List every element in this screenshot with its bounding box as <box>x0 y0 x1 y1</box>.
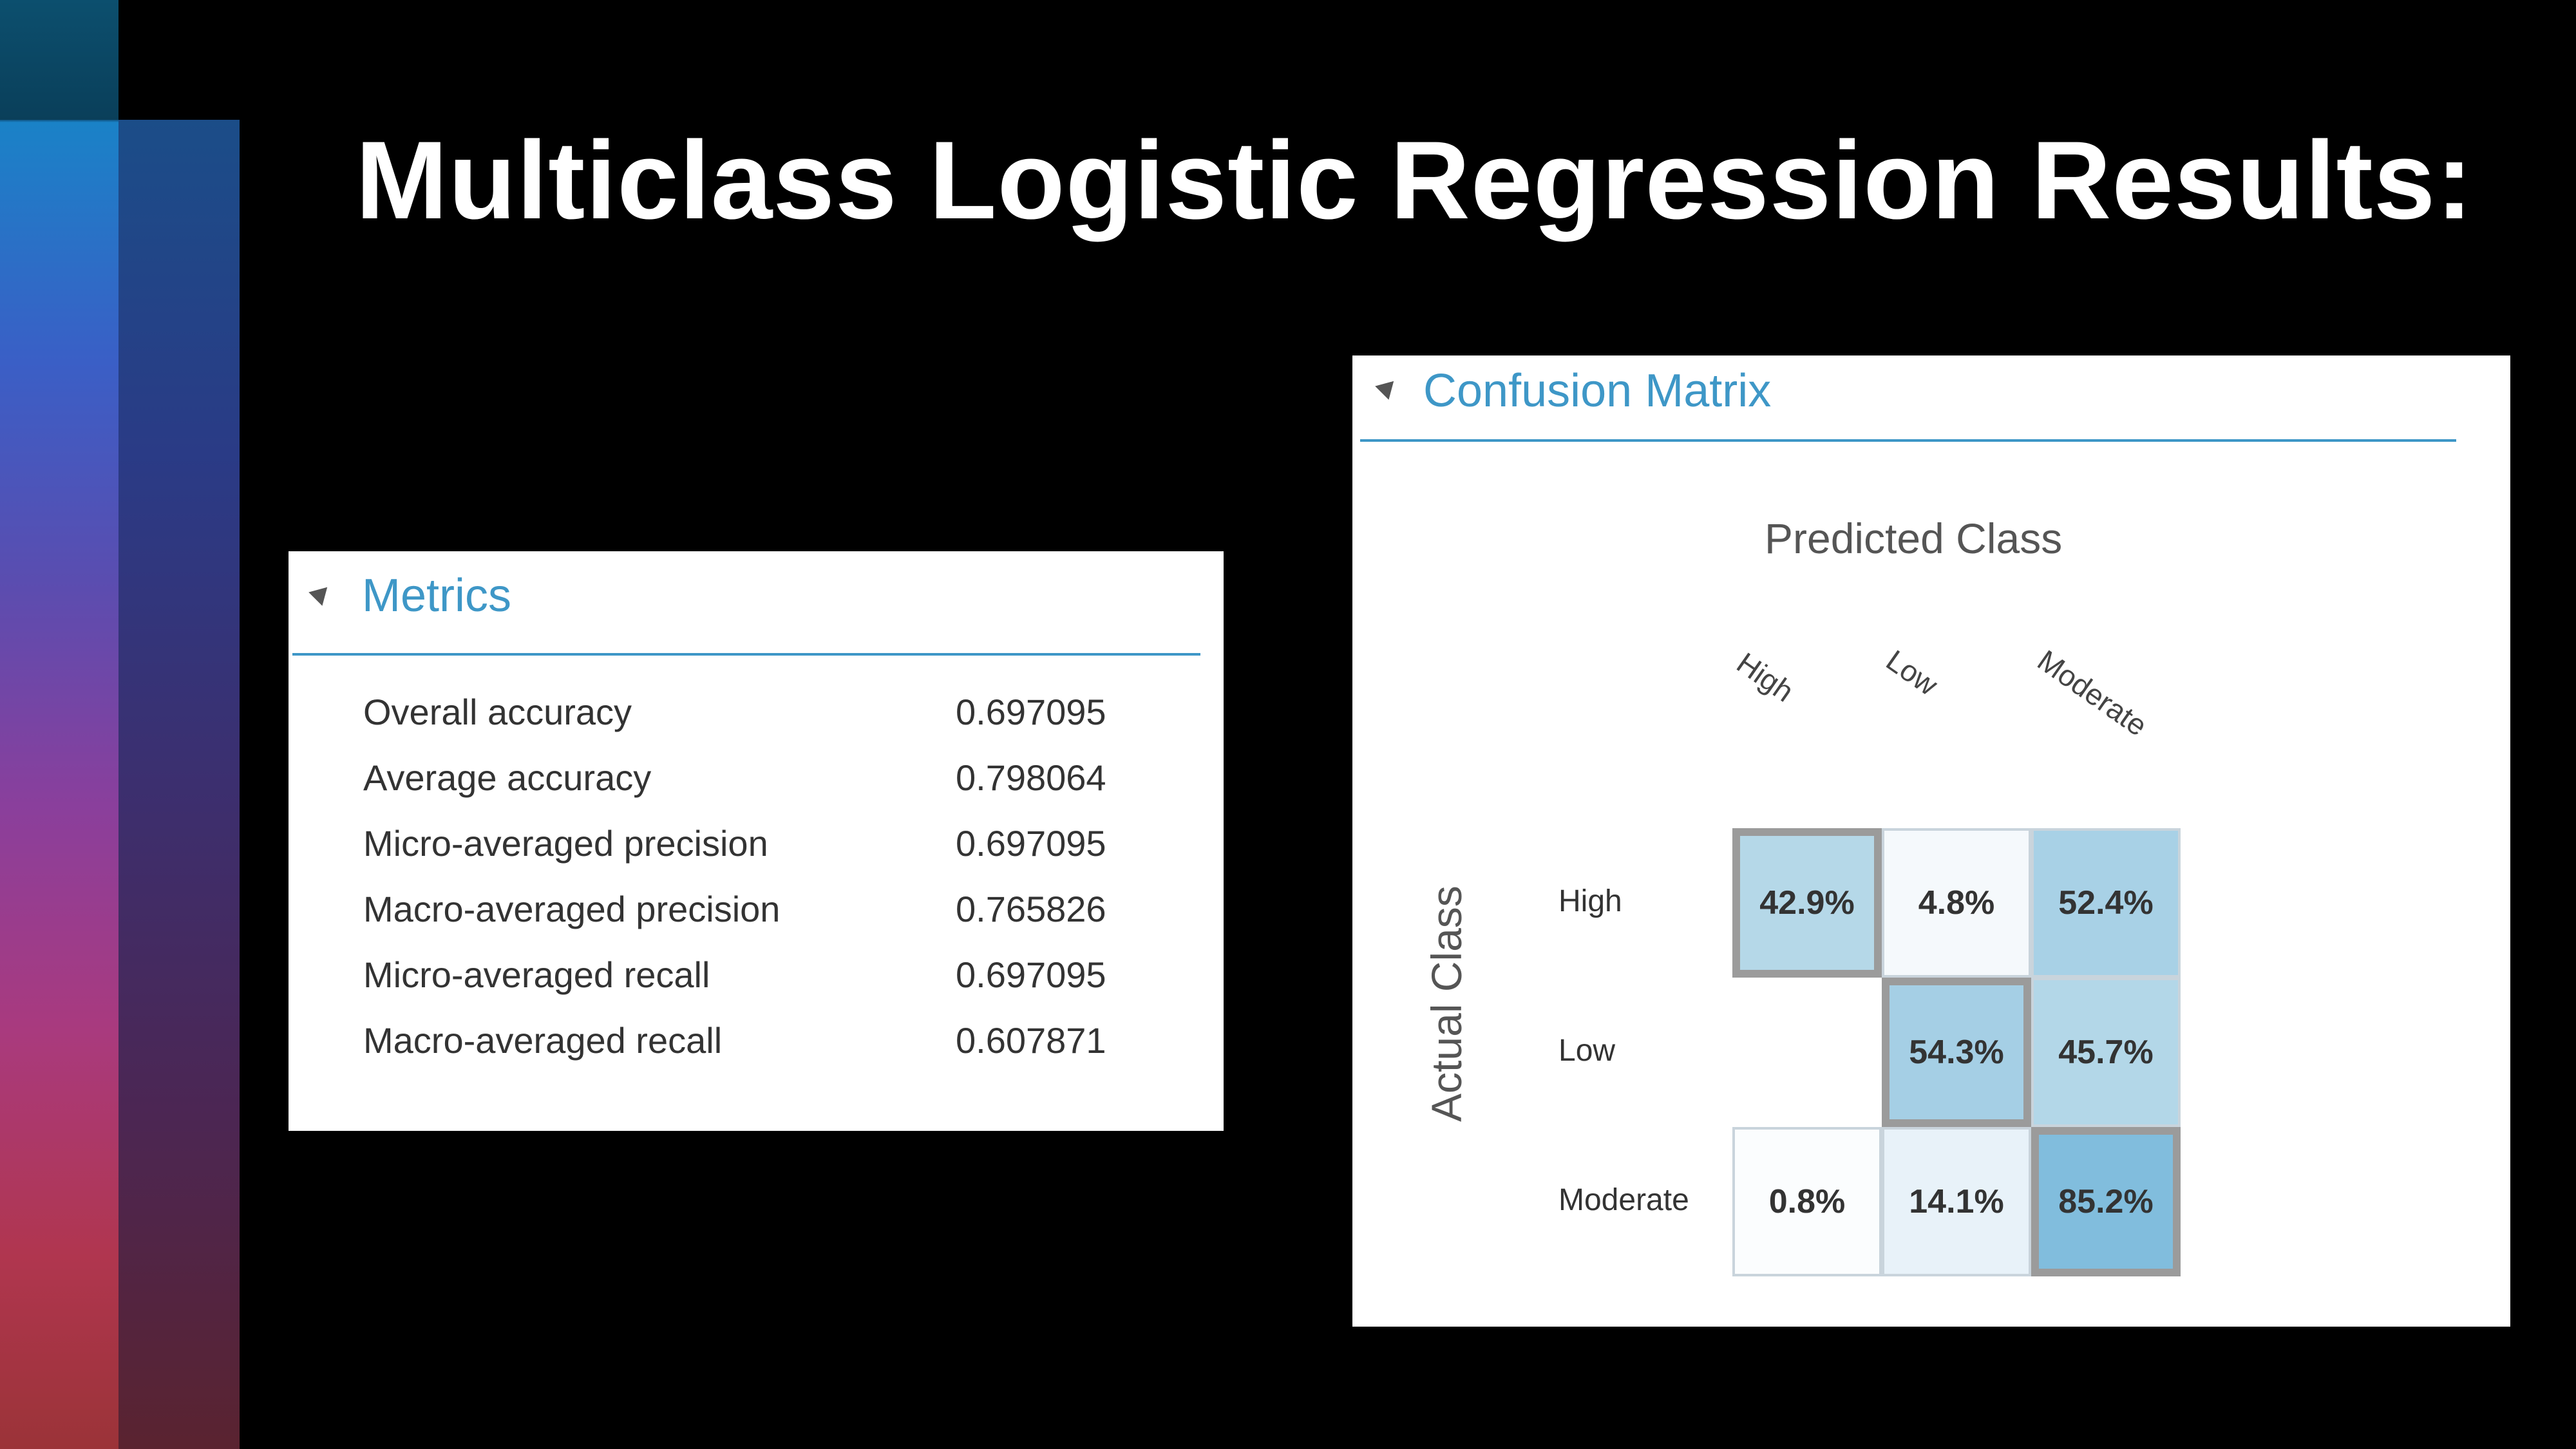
confusion-panel-header[interactable]: Confusion Matrix <box>1352 355 2510 464</box>
metrics-panel-header[interactable]: Metrics <box>289 551 1224 659</box>
matrix-cell: 52.4% <box>2031 828 2181 978</box>
left-accent-cap <box>0 0 118 120</box>
metric-value: 0.697095 <box>956 823 1106 864</box>
matrix-cell: 0.8% <box>1732 1127 1882 1276</box>
column-label-low: Low <box>1880 643 1944 702</box>
metric-value: 0.765826 <box>956 889 1106 929</box>
matrix-cell-empty <box>1732 978 1882 1127</box>
collapse-triangle-icon[interactable] <box>1375 374 1401 400</box>
column-label-high: High <box>1730 645 1800 708</box>
left-accent-bar <box>0 0 118 1449</box>
metric-row: Micro-averaged recall 0.697095 <box>363 943 1136 1007</box>
metric-label: Micro-averaged precision <box>363 823 768 864</box>
row-label-low: Low <box>1558 1034 1616 1068</box>
header-divider <box>1360 439 2456 442</box>
matrix-cell: 4.8% <box>1882 828 2031 978</box>
metric-row: Average accuracy 0.798064 <box>363 746 1136 810</box>
metric-label: Macro-averaged precision <box>363 889 781 929</box>
row-label-moderate: Moderate <box>1558 1183 1689 1217</box>
matrix-cell: 14.1% <box>1882 1127 2031 1276</box>
metric-label: Overall accuracy <box>363 692 632 732</box>
metric-value: 0.697095 <box>956 692 1106 732</box>
metric-row: Micro-averaged precision 0.697095 <box>363 811 1136 876</box>
metric-row: Macro-averaged precision 0.765826 <box>363 877 1136 942</box>
metric-row: Overall accuracy 0.697095 <box>363 680 1136 744</box>
matrix-cell: 42.9% <box>1732 828 1882 978</box>
metric-value: 0.798064 <box>956 757 1106 798</box>
actual-class-label: Actual Class <box>1423 886 1470 1122</box>
metric-value: 0.697095 <box>956 954 1106 995</box>
slide-title: Multiclass Logistic Regression Results: <box>355 118 2474 242</box>
header-divider <box>292 653 1200 656</box>
metrics-panel: Metrics Overall accuracy 0.697095 Averag… <box>289 551 1224 1131</box>
matrix-cell: 85.2% <box>2031 1127 2181 1276</box>
metric-row: Macro-averaged recall 0.607871 <box>363 1009 1136 1073</box>
matrix-cell: 45.7% <box>2031 978 2181 1127</box>
metric-label: Micro-averaged recall <box>363 954 710 995</box>
left-accent-inner-bar <box>118 120 240 1449</box>
metric-label: Macro-averaged recall <box>363 1020 723 1061</box>
collapse-triangle-icon[interactable] <box>308 580 334 606</box>
predicted-class-label: Predicted Class <box>1765 515 2063 562</box>
confusion-panel-title: Confusion Matrix <box>1423 365 1772 417</box>
metric-label: Average accuracy <box>363 757 652 798</box>
column-label-moderate: Moderate <box>2031 643 2154 743</box>
confusion-matrix-panel: Confusion Matrix Predicted Class High Lo… <box>1352 355 2510 1327</box>
metric-value: 0.607871 <box>956 1020 1106 1061</box>
row-label-high: High <box>1558 884 1622 918</box>
matrix-cell: 54.3% <box>1882 978 2031 1127</box>
metrics-panel-title: Metrics <box>362 570 511 621</box>
